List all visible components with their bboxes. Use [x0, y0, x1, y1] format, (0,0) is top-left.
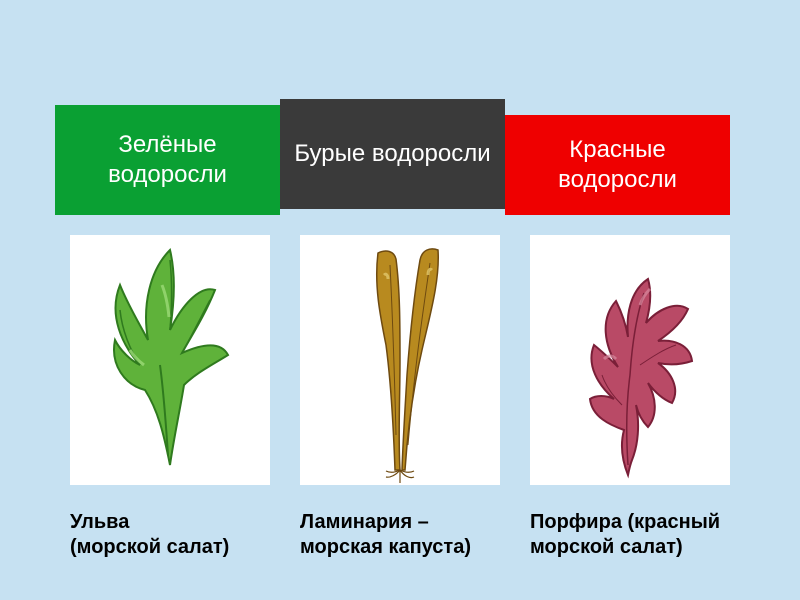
caption-ulva: Ульва (морской салат): [70, 510, 290, 560]
caption-porphyra: Порфира (красный морской салат): [530, 510, 750, 560]
images-row: [70, 235, 730, 495]
image-ulva: [70, 235, 270, 485]
caption-laminaria: Ламинария – морская капуста): [300, 510, 520, 560]
caption-line: (морской салат): [70, 536, 229, 558]
tab-brown-algae: Бурые водоросли: [280, 99, 505, 209]
ulva-icon: [70, 235, 270, 485]
tabs-row: Зелёные водоросли Бурые водоросли Красны…: [55, 105, 730, 215]
tab-green-algae: Зелёные водоросли: [55, 105, 280, 215]
caption-line: Порфира (красный: [530, 511, 720, 533]
caption-line: Ламинария –: [300, 511, 429, 533]
tab-label: Красные водоросли: [517, 135, 718, 195]
image-porphyra: [530, 235, 730, 485]
porphyra-icon: [530, 235, 730, 485]
caption-line: Ульва: [70, 511, 129, 533]
image-laminaria: [300, 235, 500, 485]
laminaria-icon: [300, 235, 500, 485]
caption-line: морская капуста): [300, 536, 471, 558]
caption-line: морской салат): [530, 536, 683, 558]
tab-label: Бурые водоросли: [294, 139, 490, 169]
tab-red-algae: Красные водоросли: [505, 115, 730, 215]
tab-label: Зелёные водоросли: [67, 130, 268, 190]
captions-row: Ульва (морской салат) Ламинария – морска…: [70, 510, 750, 560]
